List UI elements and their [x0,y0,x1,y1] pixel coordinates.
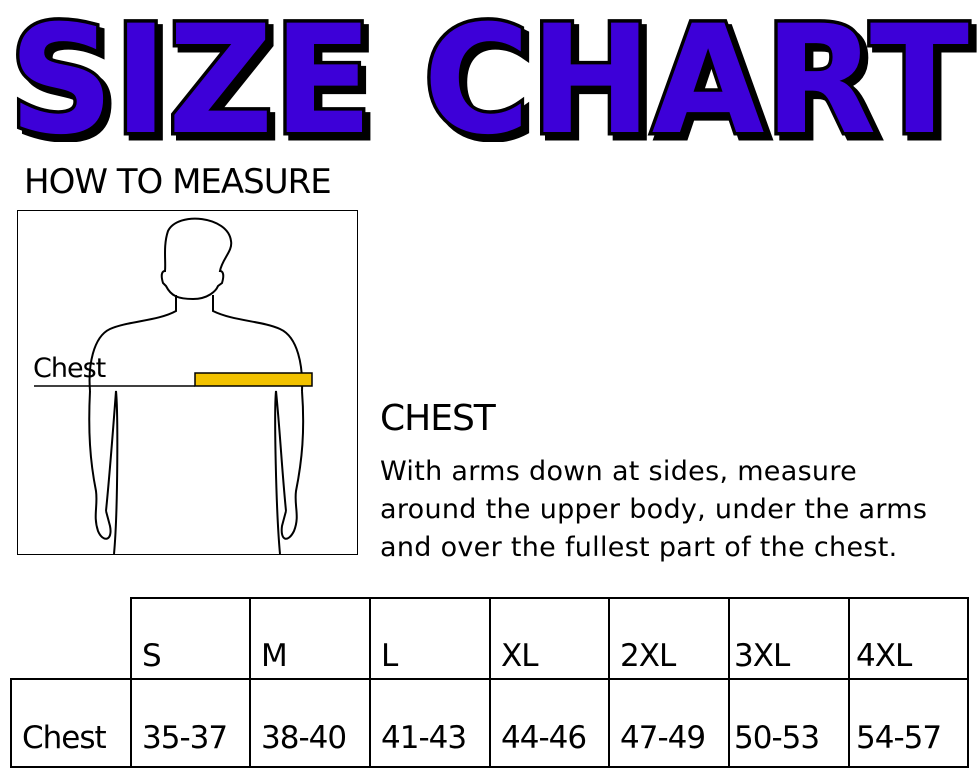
how-to-measure-heading: HOW TO MEASURE [24,162,332,202]
size-header-cell: 2XL [608,597,730,680]
size-header-cell: L [369,597,491,680]
chest-heading: CHEST [380,398,496,439]
value-cell: 35-37 [130,678,251,768]
instruction-line: With arms down at sides, measure [380,456,858,487]
size-header-cell: 4XL [848,597,969,680]
instruction-line: and over the fullest part of the chest. [380,532,898,563]
value-cell: 50-53 [728,678,850,768]
size-header-cell: XL [489,597,610,680]
chest-value: 44-46 [501,720,587,756]
chest-value: 41-43 [381,720,467,756]
size-label: 3XL [734,638,790,674]
chest-value: 35-37 [142,720,228,756]
value-cell: 47-49 [608,678,730,768]
size-label: 2XL [620,638,676,674]
measurement-figure: Chest [17,210,358,555]
body-outline-illustration [34,217,313,555]
title-text: SIZE CHART [9,0,969,142]
size-label: S [142,638,162,674]
row-label: Chest [22,720,107,756]
size-header-cell: 3XL [728,597,850,680]
size-label: L [381,638,398,674]
chest-value: 50-53 [734,720,820,756]
size-header-cell: M [249,597,371,680]
chest-figure-label: Chest [33,353,106,384]
size-label: XL [501,638,539,674]
value-cell: 54-57 [848,678,969,768]
row-label-cell: Chest [10,678,132,768]
instruction-line: around the upper body, under the arms [380,494,928,525]
chest-value: 38-40 [261,720,347,756]
size-label: M [261,638,288,674]
size-header-cell: S [130,597,251,680]
chest-instructions: With arms down at sides, measure around … [380,453,927,567]
value-cell: 38-40 [249,678,371,768]
value-cell: 44-46 [489,678,610,768]
size-chart-title: SIZE CHART [6,0,973,142]
chest-value: 47-49 [620,720,706,756]
chest-value: 54-57 [856,720,942,756]
size-label: 4XL [856,638,912,674]
value-cell: 41-43 [369,678,491,768]
